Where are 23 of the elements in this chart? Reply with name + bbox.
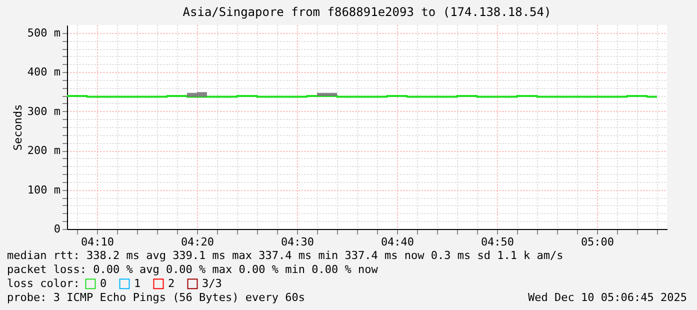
x-tick-label: 04:30 xyxy=(280,236,314,248)
y-tick-label: 400 m xyxy=(27,66,61,79)
legend-label: 3/3 xyxy=(202,276,222,290)
legend-label: 0 xyxy=(100,276,107,290)
text: median rtt: 338.2 ms avg 339.1 ms max 337.4 ms min 337.4 ms now 0.3 ms sd 1.1 k am/s xyxy=(7,249,564,262)
y-tick-label: 0 xyxy=(54,222,60,236)
y-axis-title: Seconds xyxy=(11,104,24,151)
text: Wed Dec 10 05:06:45 2025 xyxy=(528,291,687,304)
y-tick-label: 100 m xyxy=(27,183,61,196)
text: packet loss: 0.00 % avg 0.00 % max 0.00 % min 0.00 % now xyxy=(7,263,378,276)
legend-title: loss color: xyxy=(7,277,80,290)
x-tick-label: 05:00 xyxy=(580,236,614,248)
y-tick-label: 300 m xyxy=(27,104,61,118)
y-tick-label: 500 m xyxy=(27,26,61,40)
x-tick-label: 04:20 xyxy=(180,236,214,248)
chart-title: Asia/Singapore from f868891e2093 to (174.138.18.54) xyxy=(182,5,552,19)
y-tick-label: 200 m xyxy=(27,144,61,158)
x-tick-label: 04:10 xyxy=(80,236,114,248)
legend-label: 1 xyxy=(134,276,141,290)
x-tick-label: 04:50 xyxy=(480,236,514,248)
legend-label: 2 xyxy=(168,276,175,290)
x-tick-label: 04:40 xyxy=(380,236,414,248)
text: probe: 3 ICMP Echo Pings (56 Bytes) every 60s xyxy=(7,291,306,304)
